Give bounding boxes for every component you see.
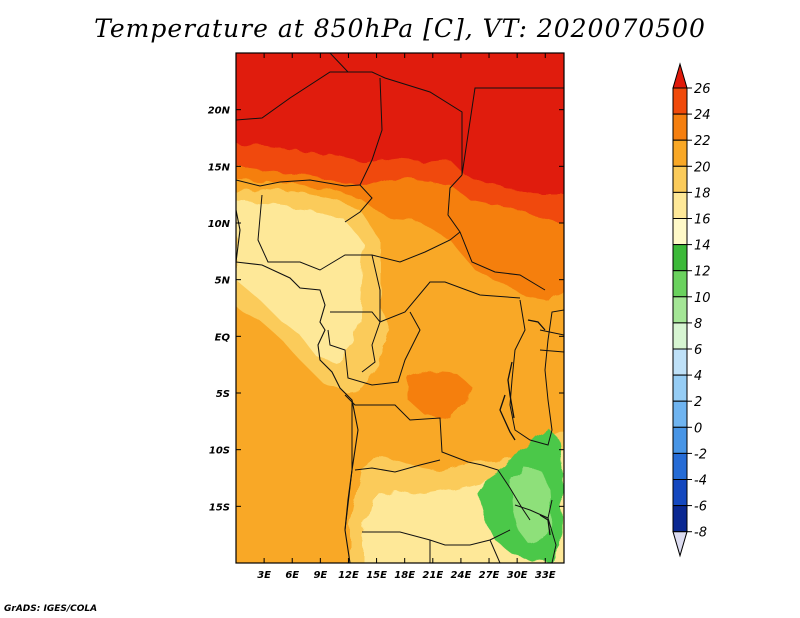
temperature-field xyxy=(236,53,564,563)
lat-tick-label: 15N xyxy=(208,162,231,173)
lat-tick-label: 5S xyxy=(216,389,230,400)
colorbar-box xyxy=(672,191,688,219)
lat-tick-label: 10N xyxy=(208,219,231,230)
colorbar-label: 14 xyxy=(694,239,711,254)
lat-tick-label: 20N xyxy=(208,106,231,117)
temp-band-14-16-west xyxy=(236,200,365,362)
colorbar-box xyxy=(672,296,688,324)
lon-tick-label: 24E xyxy=(451,570,472,581)
temp-band-10-12 xyxy=(510,468,552,545)
colorbar-label: 8 xyxy=(694,317,702,332)
lon-tick-label: 15E xyxy=(366,570,387,581)
colorbar-label: 4 xyxy=(694,369,702,384)
colorbar-label: 18 xyxy=(694,186,711,201)
colorbar-label: 2 xyxy=(694,395,702,410)
credit-text: GrADS: IGES/COLA xyxy=(4,604,98,614)
coastline xyxy=(236,209,359,563)
colorbar-box xyxy=(672,479,688,507)
axis-ticks xyxy=(236,53,564,563)
lon-tick-label: 27E xyxy=(479,570,500,581)
colorbar-label: 20 xyxy=(694,160,711,175)
colorbar-box xyxy=(672,505,688,533)
country-borders xyxy=(236,53,564,563)
lakes xyxy=(499,319,551,536)
colorbar-box xyxy=(672,270,688,298)
colorbar-box xyxy=(672,452,688,480)
colorbar-box xyxy=(672,139,688,167)
colorbar-label: 24 xyxy=(694,108,711,123)
colorbar-label: 22 xyxy=(694,134,711,149)
lon-tick-label: 9E xyxy=(313,570,327,581)
colorbar-box xyxy=(672,218,688,246)
lat-tick-label: 15S xyxy=(209,502,230,513)
lon-tick-label: 3E xyxy=(257,570,271,581)
colorbar-box xyxy=(672,244,688,272)
lat-tick-label: 5N xyxy=(215,276,231,287)
colorbar-label: -2 xyxy=(694,447,707,462)
colorbar-box xyxy=(672,113,688,141)
colorbar-box xyxy=(672,322,688,350)
lat-tick-label: EQ xyxy=(215,332,231,343)
colorbar-label: 0 xyxy=(694,421,702,436)
colorbar-box xyxy=(672,374,688,402)
colorbar-label: 16 xyxy=(694,213,711,228)
map-title: Temperature at 850hPa [C], VT: 202007050… xyxy=(94,14,706,43)
lon-tick-label: 18E xyxy=(394,570,415,581)
lon-tick-label: 6E xyxy=(285,570,299,581)
lon-tick-label: 30E xyxy=(507,570,528,581)
colorbar-box xyxy=(672,165,688,193)
colorbar-box xyxy=(672,348,688,376)
lon-tick-label: 33E xyxy=(535,570,556,581)
colorbar-label: 26 xyxy=(694,82,711,97)
colorbar-label: 12 xyxy=(694,265,711,280)
colorbar-label: -4 xyxy=(694,474,707,489)
colorbar-box xyxy=(672,400,688,428)
temp-patch-22-24 xyxy=(408,370,470,418)
lon-tick-label: 21E xyxy=(422,570,443,581)
colorbar-label: -8 xyxy=(694,526,707,541)
colorbar-label: -6 xyxy=(694,500,707,515)
colorbar-box xyxy=(672,87,688,115)
lon-tick-label: 12E xyxy=(338,570,359,581)
axis-tick-labels: 3E 6E 9E 12E 15E 18E 21E 24E 27E 30E 33E 20N 15N 10N 5… xyxy=(208,106,556,581)
lat-tick-label: 10S xyxy=(209,446,230,457)
colorbar-box xyxy=(672,426,688,454)
colorbar-top-arrow xyxy=(672,62,688,89)
map-frame xyxy=(235,52,565,564)
colorbar-label: 6 xyxy=(694,343,702,358)
colorbar-label: 10 xyxy=(694,291,711,306)
colorbar-bottom-arrow xyxy=(672,531,688,558)
